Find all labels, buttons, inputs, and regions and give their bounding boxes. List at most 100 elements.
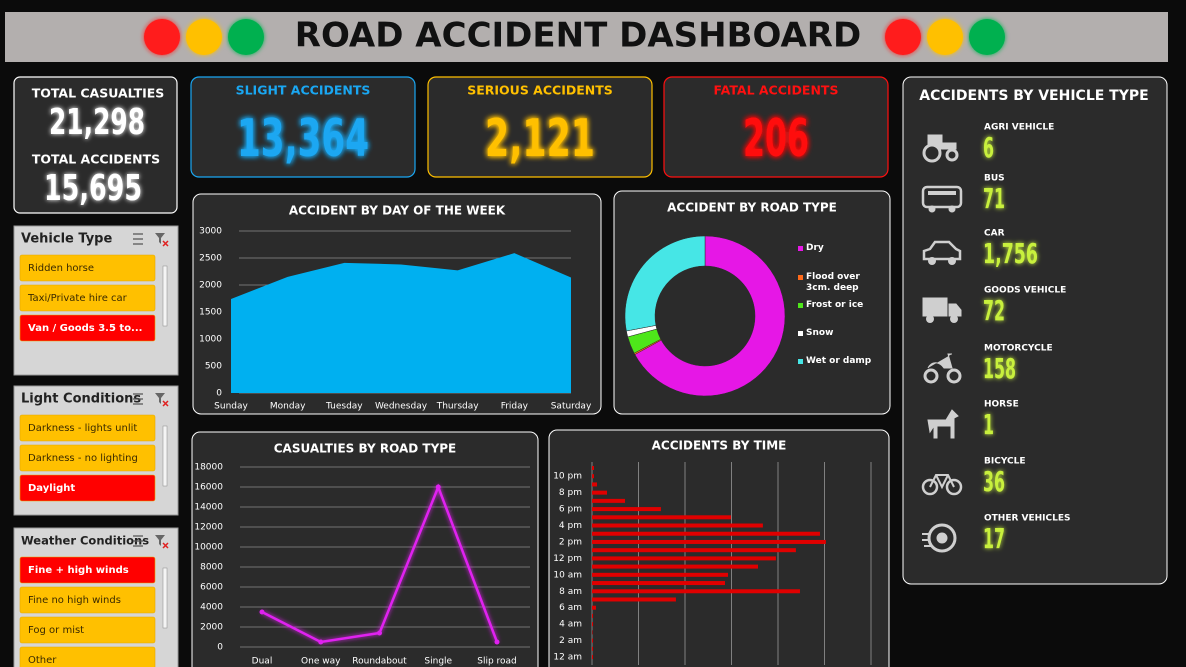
slicer-item (19, 474, 156, 502)
vehicle-value: 1,756 (983, 237, 1038, 270)
vehicle-label: BICYCLE (984, 457, 1026, 467)
slicer-item-label[interactable]: Taxi/Private hire car (27, 293, 128, 304)
clear-filter-x (162, 400, 169, 407)
slicer-item (19, 314, 156, 342)
bar (592, 655, 594, 659)
vehicle-value: 17 (983, 522, 1005, 555)
bar (592, 498, 626, 503)
vehicle-value: 71 (983, 182, 1005, 215)
clear-filter-x (162, 240, 169, 247)
slicer-item (19, 254, 156, 282)
chart-title: ACCIDENT BY ROAD TYPE (667, 201, 837, 215)
legend-item: Frost or ice (806, 300, 864, 310)
bar (592, 515, 731, 520)
bar (592, 474, 594, 479)
totals-panel (13, 76, 178, 214)
vehicle-icon (922, 523, 957, 553)
slicer-item-label[interactable]: Van / Goods 3.5 to... (28, 323, 142, 334)
y-tick-label: 12 am (553, 653, 582, 663)
icon-part (948, 303, 962, 317)
slicer-item-label[interactable]: Darkness - lights unlit (28, 423, 137, 434)
legend-label: Wet or damp (806, 356, 872, 366)
vehicle-value: 72 (983, 294, 1005, 327)
y-tick-label: 8000 (200, 563, 223, 573)
icon-part (950, 315, 958, 323)
icon-part (926, 315, 934, 323)
legend-item: Flood over 3cm. deep (806, 272, 860, 293)
bar (592, 523, 763, 528)
vehicle-label: HORSE (984, 400, 1019, 410)
kpi-label: SLIGHT ACCIDENTS (236, 83, 371, 98)
slicer-item-label[interactable]: Ridden horse (28, 263, 94, 274)
y-tick-label: 16000 (194, 483, 223, 493)
vehicle-value: 158 (983, 352, 1016, 385)
kpi-value: 15,695 (44, 168, 142, 209)
slicer-item-label[interactable]: Fine + high winds (28, 565, 129, 576)
y-tick-label: 10 am (553, 570, 582, 580)
x-tick-label: Sunday (214, 402, 248, 412)
area (231, 253, 571, 393)
icon-part (922, 240, 962, 261)
icon-part (929, 474, 955, 490)
bar (592, 613, 594, 618)
bar (592, 466, 594, 470)
legend-item: Snow (806, 328, 833, 338)
icon-part (921, 185, 963, 209)
x-tick-label: Monday (270, 402, 306, 412)
bar (592, 507, 661, 512)
x-tick-label: Tuesday (325, 402, 363, 412)
legend-label: Frost or ice (806, 300, 864, 310)
x-tick-label: Saturday (551, 402, 592, 412)
clear-filter-x (162, 542, 169, 549)
vehicle-icon (922, 297, 962, 323)
icon-part (922, 297, 948, 317)
icon-part (945, 148, 959, 162)
bar (592, 597, 676, 602)
bar (592, 589, 800, 594)
icon-part (922, 143, 942, 163)
y-tick-label: 4000 (200, 603, 223, 613)
y-tick-label: 6000 (200, 583, 223, 593)
kpi-value: 13,364 (237, 109, 369, 169)
kpi-label: FATAL ACCIDENTS (714, 83, 839, 98)
vehicle-icon (921, 474, 963, 496)
slicer-item-label[interactable]: Fine no high winds (28, 595, 121, 606)
x-tick-label: Roundabout (352, 657, 407, 667)
kpi-label: TOTAL ACCIDENTS (32, 152, 160, 167)
slicer-item-label[interactable]: Fog or mist (28, 625, 84, 636)
bar (592, 646, 594, 651)
x-tick-label: Single (424, 657, 452, 667)
bar (592, 564, 759, 569)
y-tick-label: 8 am (559, 587, 582, 597)
x-tick-label: Slip road (477, 657, 517, 667)
icon-part (927, 409, 959, 439)
point (377, 630, 382, 636)
legend-item: Dry (806, 243, 824, 253)
chart-title: CASUALTIES BY ROAD TYPE (274, 442, 457, 456)
bar (592, 548, 796, 553)
vehicle-icon (927, 409, 959, 439)
y-tick-label: 0 (216, 389, 222, 399)
slicer-item-label[interactable]: Other (28, 655, 57, 666)
vehicle-label: MOTORCYCLE (984, 344, 1053, 354)
scrollbar (162, 265, 168, 327)
kpi-label: SERIOUS ACCIDENTS (467, 83, 613, 98)
slicer-item (19, 646, 156, 667)
y-tick-label: 10 pm (553, 472, 582, 482)
y-tick-label: 3000 (199, 227, 222, 237)
slicer-item (19, 414, 156, 442)
slicer-item-label[interactable]: Darkness - no lighting (28, 453, 138, 464)
icon-part (922, 533, 931, 547)
icon-part (923, 368, 939, 384)
x-tick-label: Thursday (436, 402, 480, 412)
y-tick-label: 2500 (199, 254, 222, 264)
y-tick-label: 6 pm (559, 505, 582, 515)
slicer-title: Weather Conditions (21, 534, 149, 548)
vehicle-label: OTHER VEHICLES (984, 514, 1071, 524)
vehicle-value: 1 (983, 408, 994, 441)
bar (592, 638, 594, 643)
slicer-item-label[interactable]: Daylight (28, 483, 75, 494)
slicer-item (19, 586, 156, 614)
vehicle-icon (922, 134, 959, 163)
